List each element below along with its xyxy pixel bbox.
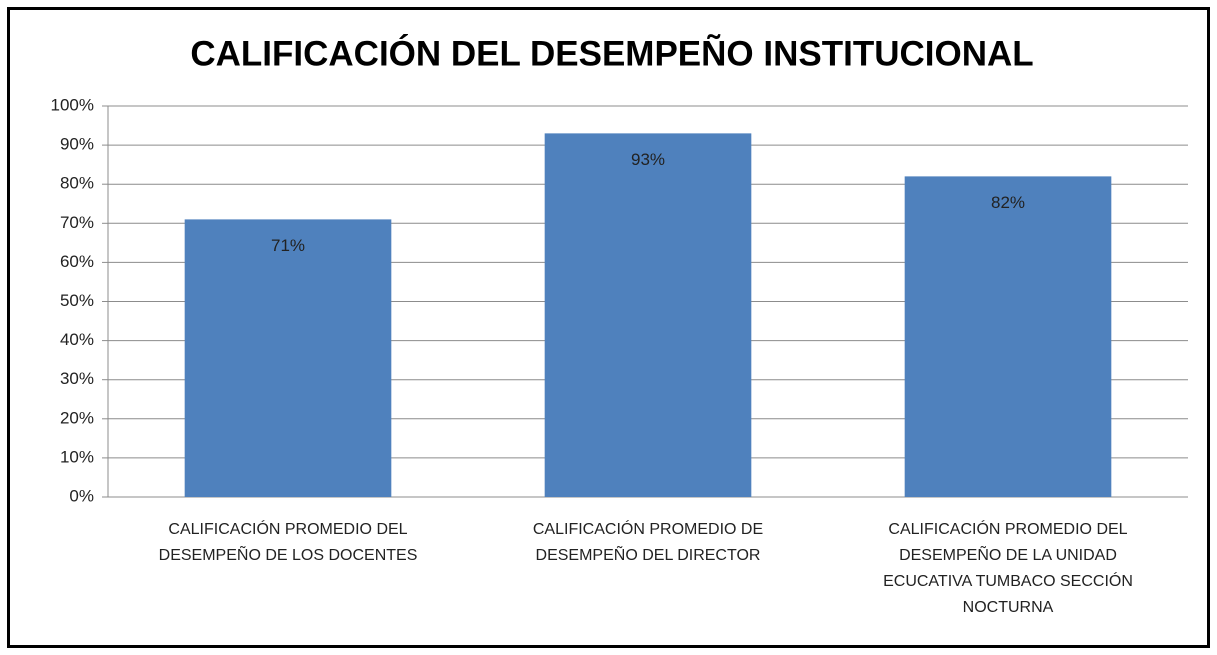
y-tick-label: 10% <box>60 447 94 466</box>
data-label: 71% <box>271 236 305 255</box>
y-tick-label: 0% <box>69 486 94 505</box>
x-tick-label: CALIFICACIÓN PROMEDIO DEL DESEMPEÑO DE L… <box>883 521 1133 616</box>
y-tick-label: 80% <box>60 174 94 193</box>
bar <box>904 176 1112 497</box>
y-tick-label: 30% <box>60 369 94 388</box>
x-tick-label: CALIFICACIÓN PROMEDIO DEL DESEMPEÑO DE L… <box>158 521 418 564</box>
y-tick-label: 60% <box>60 252 94 271</box>
chart-title: CALIFICACIÓN DEL DESEMPEÑO INSTITUCIONAL <box>190 33 1033 73</box>
bar <box>184 219 392 497</box>
data-label: 82% <box>991 193 1025 212</box>
y-tick-label: 40% <box>60 330 94 349</box>
y-tick-label: 50% <box>60 291 94 310</box>
y-tick-label: 70% <box>60 213 94 232</box>
bar <box>544 133 752 497</box>
x-tick-label: CALIFICACIÓN PROMEDIO DE DESEMPEÑO DEL D… <box>532 521 764 564</box>
y-tick-label: 90% <box>60 135 94 154</box>
y-tick-label: 100% <box>51 95 94 114</box>
chart-border <box>7 7 1210 648</box>
data-label: 93% <box>631 150 665 169</box>
y-tick-label: 20% <box>60 408 94 427</box>
